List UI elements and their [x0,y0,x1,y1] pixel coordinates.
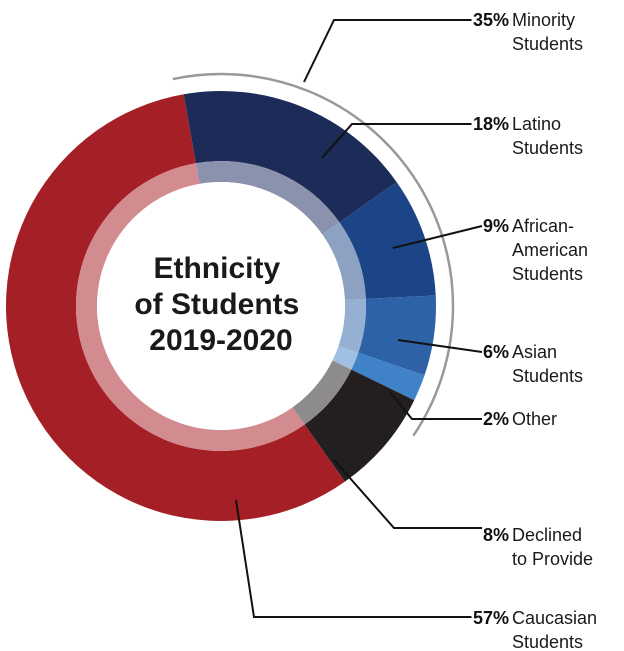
slice-declined [304,369,415,482]
label-minority-line-1: Minority [512,10,575,30]
label-minority-line-2: Students [512,34,583,54]
slice-other [351,352,425,401]
pct-label-caucasian: 57% [473,608,509,628]
label-african-line-1: African- [512,216,574,236]
leader-asian [397,339,483,353]
minority-bracket-arc [172,72,455,437]
slice-african [339,182,436,299]
label-african-line-2: American [512,240,588,260]
leader-declined [333,459,482,529]
label-caucasian-line-1: Caucasian [512,608,597,628]
minority-bracket [172,72,455,437]
donut-hole [97,182,345,430]
slice-labels: 18% Latino Students 9% African- American Stude… [473,10,597,651]
leader-african [392,225,483,249]
leader-caucasian [235,499,472,618]
label-latino-line-1: Latino [512,114,561,134]
donut-inner-ring [75,161,366,452]
slice-asian [358,295,436,376]
inner-slice-other [332,345,359,370]
inner-slice-caucasian [75,163,305,452]
center-title-line-1: Ethnicity [153,252,280,285]
label-caucasian-line-2: Students [512,632,583,651]
pct-label-other: 2% [483,409,509,429]
label-african-line-3: Students [512,264,583,284]
label-other-line-1: Other [512,409,557,429]
leader-lines [235,19,483,618]
inner-slice-latino [195,161,340,235]
leader-other [389,391,482,420]
inner-slice-african [322,222,366,300]
label-asian-line-1: Asian [512,342,557,362]
label-declined-line-2: to Provide [512,549,593,569]
label-declined-line-1: Declined [512,525,582,545]
label-asian-line-2: Students [512,366,583,386]
slice-latino [183,91,397,223]
slice-caucasian [6,94,345,521]
leader-latino [321,123,472,159]
pct-label-declined: 8% [483,525,509,545]
center-title-line-2: of Students [134,288,299,321]
pct-label-african: 9% [483,216,509,236]
pct-label-minority: 35% [473,10,509,30]
pct-label-asian: 6% [483,342,509,362]
label-latino-line-2: Students [512,138,583,158]
pct-label-latino: 18% [473,114,509,134]
center-title: Ethnicity of Students 2019-2020 [134,252,307,357]
center-title-line-3: 2019-2020 [149,324,292,357]
donut-slices [6,91,436,521]
inner-slice-asian [338,298,366,353]
inner-slice-declined [292,360,352,425]
leader-minority [303,19,472,83]
